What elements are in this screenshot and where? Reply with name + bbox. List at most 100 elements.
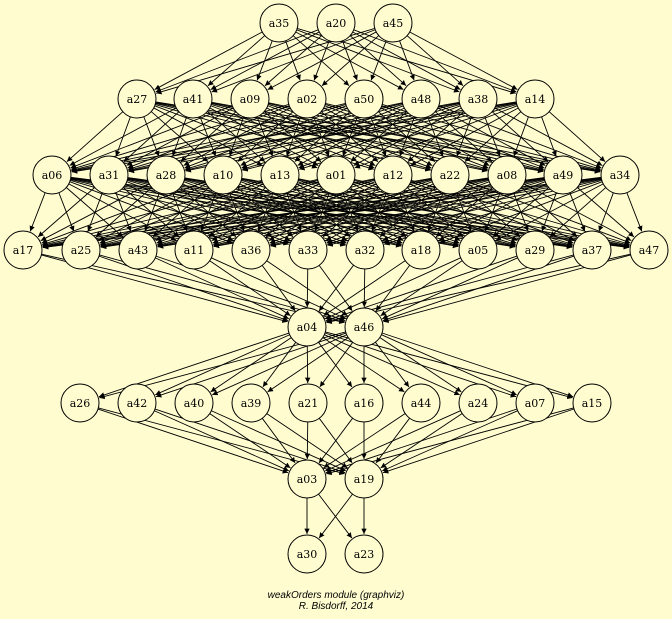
node-circle (344, 459, 384, 499)
edge-a19-a30 (318, 493, 353, 539)
node-circle (487, 155, 527, 195)
node-circle (174, 230, 214, 270)
edge-a34-a47 (626, 192, 643, 232)
node-a33: a33 (288, 230, 328, 270)
node-label: a22 (440, 169, 461, 182)
edge-a34-a05 (495, 183, 604, 242)
node-a25: a25 (61, 230, 101, 270)
node-circle (345, 230, 385, 270)
node-label: a46 (354, 321, 375, 334)
node-circle (572, 383, 612, 423)
edge-a45-a09 (267, 31, 377, 91)
node-label: a11 (184, 244, 205, 257)
node-a49: a49 (543, 155, 583, 195)
node-a21: a21 (288, 383, 328, 423)
node-label: a25 (71, 244, 92, 257)
edge-a46-a39 (267, 337, 349, 393)
node-circle (373, 3, 413, 43)
node-circle (287, 459, 327, 499)
edge-a14-a28 (185, 102, 517, 173)
node-circle (515, 383, 555, 423)
node-label: a21 (298, 397, 319, 410)
node-label: a35 (269, 17, 290, 30)
node-a12: a12 (373, 155, 413, 195)
edge-a31-a17 (37, 187, 95, 238)
node-a34: a34 (600, 155, 640, 195)
node-label: a02 (297, 93, 318, 106)
node-circle (61, 230, 101, 270)
edge-a40-a03 (209, 413, 291, 469)
node-a20: a20 (316, 3, 356, 43)
node-circle (173, 79, 213, 119)
node-circle (288, 230, 328, 270)
node-a13: a13 (260, 155, 300, 195)
node-circle (118, 230, 158, 270)
edge-a14-a34 (548, 111, 606, 163)
node-circle (203, 155, 243, 195)
edge-a04-a16 (318, 341, 353, 388)
node-circle (515, 230, 555, 270)
node-a16: a16 (344, 383, 384, 423)
node-a07: a07 (515, 383, 555, 423)
node-a50: a50 (344, 79, 384, 119)
node-a19: a19 (344, 459, 384, 499)
edge-a16-a03 (318, 417, 353, 464)
caption-line2: R. Bisdorff, 2014 (299, 601, 374, 612)
edge-a05-a04 (325, 257, 461, 320)
edge-a18-a04 (323, 260, 406, 317)
node-a18: a18 (401, 230, 441, 270)
edge-a14-a12 (410, 107, 519, 166)
edge-a45-a02 (321, 35, 380, 87)
node-label: a10 (213, 169, 234, 182)
node-circle (401, 79, 441, 119)
node-a01: a01 (316, 155, 356, 195)
edge-a36-a04 (261, 265, 296, 312)
node-circle (572, 230, 612, 270)
node-label: a07 (525, 397, 546, 410)
node-label: a09 (240, 93, 261, 106)
edge-a14-a49 (541, 116, 557, 157)
node-a04: a04 (287, 307, 327, 347)
node-label: a08 (497, 169, 518, 182)
node-a09: a09 (230, 79, 270, 119)
node-a47: a47 (629, 230, 669, 270)
edge-a32-a04 (318, 264, 354, 312)
node-a29: a29 (515, 230, 555, 270)
node-a27: a27 (117, 79, 157, 119)
node-label: a29 (525, 244, 546, 257)
edge-a34-a18 (439, 181, 603, 244)
edge-a38-a08 (484, 116, 501, 157)
node-circle (231, 383, 271, 423)
node-a15: a15 (572, 383, 612, 423)
node-circle (629, 230, 669, 270)
edge-a35-a27 (154, 31, 263, 90)
node-circle (32, 155, 72, 195)
node-label: a20 (326, 17, 347, 30)
node-a32: a32 (345, 230, 385, 270)
node-circle (60, 383, 100, 423)
edge-a06-a17 (29, 192, 46, 232)
edge-a20-a48 (349, 35, 407, 87)
edge-a24-a03 (325, 410, 461, 472)
node-label: a41 (183, 93, 204, 106)
edge-a49-a47 (577, 187, 635, 238)
node-label: a45 (383, 17, 404, 30)
edge-a11-a04 (209, 260, 291, 317)
node-a06: a06 (32, 155, 72, 195)
node-a22: a22 (430, 155, 470, 195)
node-circle (288, 383, 328, 423)
edge-a34-a29 (549, 187, 607, 238)
node-a08: a08 (487, 155, 527, 195)
node-circle (174, 383, 214, 423)
node-a11: a11 (174, 230, 214, 270)
node-circle (458, 230, 498, 270)
node-circle (117, 79, 157, 119)
node-label: a37 (582, 244, 603, 257)
edge-a46-a24 (379, 337, 462, 393)
node-circle (515, 79, 555, 119)
node-label: a23 (354, 548, 375, 561)
node-label: a03 (297, 473, 318, 486)
node-a38: a38 (458, 79, 498, 119)
